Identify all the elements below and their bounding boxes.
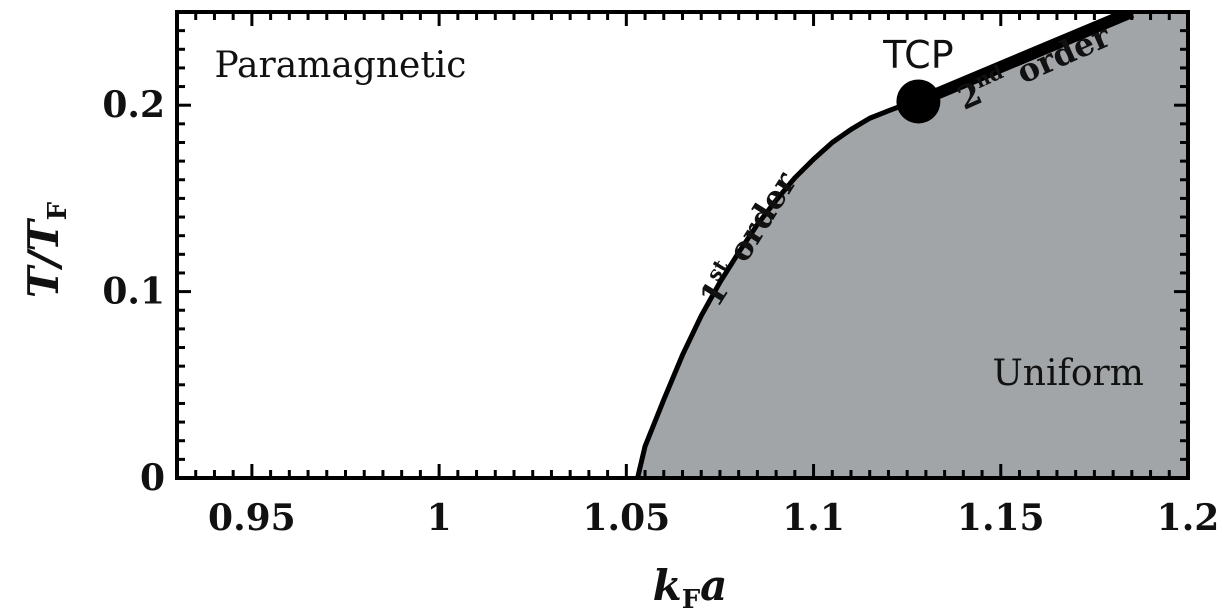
region-label-paramagnetic: Paramagnetic (214, 45, 466, 86)
x-tick-label: 1 (427, 497, 452, 539)
y-tick-label: 0.2 (102, 84, 165, 126)
y-tick-label: 0 (140, 457, 165, 499)
x-tick-label: 1.05 (582, 497, 670, 539)
region-label-uniform: Uniform (992, 353, 1143, 394)
x-axis-label-main: k (653, 561, 682, 610)
x-axis-label-subscript: F (682, 585, 701, 610)
uniform-region (637, 12, 1188, 478)
x-tick-label: 1.15 (957, 497, 1045, 539)
plot-inner (635, 12, 1188, 478)
x-axis-label: kFa (653, 561, 728, 610)
y-tick-label: 0.1 (102, 271, 165, 313)
y-axis-label: T/TF (19, 201, 73, 298)
y-axis-label-main: T/T (19, 218, 68, 299)
ticks (175, 10, 1190, 480)
x-tick-label: 1.2 (1157, 497, 1220, 539)
second-order-line (916, 12, 1135, 108)
x-axis-label-tail: a (700, 561, 727, 610)
x-tick-label: 0.95 (208, 497, 296, 539)
y-axis-label-subscript: F (43, 201, 73, 220)
first-order-line (635, 99, 920, 478)
x-tick-label: 1.1 (782, 497, 845, 539)
tcp-label: TCP (882, 33, 953, 77)
tcp-point (896, 79, 941, 124)
